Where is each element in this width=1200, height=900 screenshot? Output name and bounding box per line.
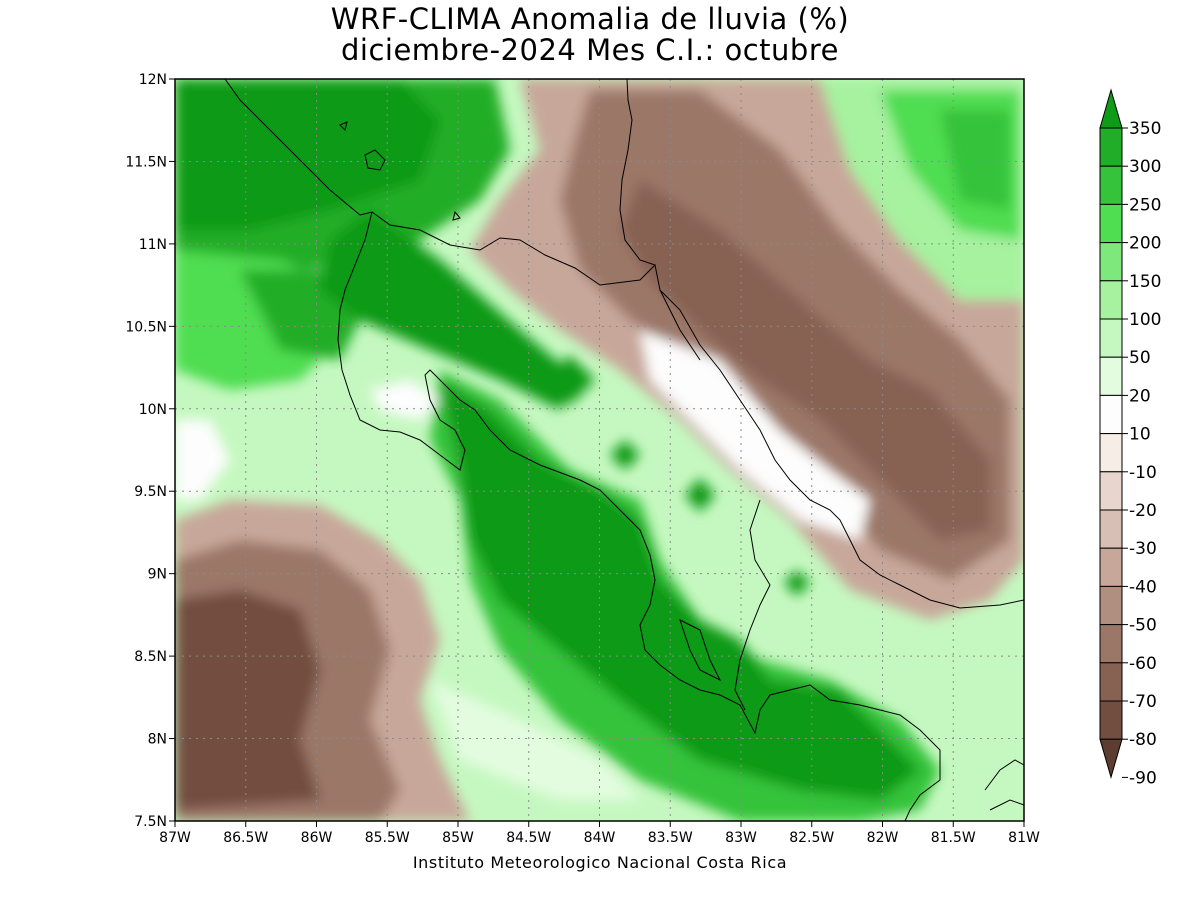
coastlines xyxy=(224,78,1025,822)
colorbar-label: -40 xyxy=(1129,577,1157,597)
colorbar: 350 300 250 200 150 100 50 20 10 -10 -20 -30 -40 -50 -… xyxy=(1099,88,1161,788)
x-tick-label: 82W xyxy=(867,830,899,846)
colorbar-swatch xyxy=(1099,624,1123,664)
colorbar-label: 150 xyxy=(1129,272,1161,292)
y-axis: 7.5N 8N 8.5N 9N 9.5N 10N 10.5N 11N 11.5N 12N xyxy=(125,72,175,830)
y-tick-label: 9N xyxy=(148,567,167,583)
colorbar-label: -60 xyxy=(1129,654,1157,674)
y-tick-label: 8N xyxy=(148,732,167,748)
colorbar-swatch xyxy=(1099,127,1123,167)
colorbar-swatch xyxy=(1099,471,1123,511)
credit-text: Instituto Meteorologico Nacional Costa R… xyxy=(412,853,788,872)
y-tick-label: 11N xyxy=(139,237,167,253)
chart-title: WRF-CLIMA Anomalia de lluvia (%) xyxy=(330,2,850,36)
y-tick-label: 10N xyxy=(139,402,167,418)
colorbar-swatch xyxy=(1099,433,1123,473)
colorbar-label: 200 xyxy=(1129,234,1161,254)
x-tick-label: 84W xyxy=(584,830,616,846)
colorbar-bottom-arrow xyxy=(1099,738,1123,779)
y-tick-label: 10.5N xyxy=(125,319,167,335)
x-tick-label: 85.5W xyxy=(365,830,410,846)
colorbar-label: 50 xyxy=(1129,348,1151,368)
y-tick-label: 12N xyxy=(139,72,167,88)
colorbar-label: 10 xyxy=(1129,425,1151,445)
x-tick-label: 81W xyxy=(1008,830,1040,846)
x-tick-label: 85W xyxy=(442,830,474,846)
y-tick-label: 7.5N xyxy=(134,814,167,830)
colorbar-label: -50 xyxy=(1129,616,1157,636)
colorbar-label: 250 xyxy=(1129,195,1161,215)
x-tick-label: 87W xyxy=(159,830,191,846)
colorbar-swatch xyxy=(1099,203,1123,244)
y-tick-label: 8.5N xyxy=(134,649,167,665)
colorbar-label: -80 xyxy=(1129,730,1157,750)
graticule xyxy=(175,79,1024,821)
x-tick-label: 82.5W xyxy=(789,830,834,846)
colorbar-swatch xyxy=(1099,356,1123,396)
colorbar-label: -20 xyxy=(1129,501,1157,521)
colorbar-swatch xyxy=(1099,509,1123,549)
x-tick-label: 83W xyxy=(725,830,757,846)
colorbar-label: 20 xyxy=(1129,386,1151,406)
x-tick-label: 83.5W xyxy=(648,830,693,846)
colorbar-swatch xyxy=(1099,547,1123,587)
colorbar-swatch xyxy=(1099,585,1123,626)
x-axis: 87W 86.5W 86W 85.5W 85W 84.5W 84W 83.5W 83W 82.5W… xyxy=(159,821,1040,846)
colorbar-swatch xyxy=(1099,700,1123,740)
x-tick-label: 86.5W xyxy=(223,830,268,846)
colorbar-label: 300 xyxy=(1129,157,1161,177)
y-tick-label: 9.5N xyxy=(134,484,167,500)
colorbar-swatch xyxy=(1099,242,1123,282)
x-tick-label: 81.5W xyxy=(931,830,976,846)
colorbar-top-arrow xyxy=(1099,88,1123,129)
colorbar-swatch xyxy=(1099,165,1123,205)
colorbar-label: -70 xyxy=(1129,692,1157,712)
x-tick-label: 84.5W xyxy=(506,830,551,846)
colorbar-label: -90 xyxy=(1129,768,1157,788)
colorbar-label: -10 xyxy=(1129,463,1157,483)
colorbar-label: 350 xyxy=(1129,119,1161,139)
colorbar-swatch xyxy=(1099,394,1123,435)
colorbar-swatch xyxy=(1099,280,1123,320)
colorbar-swatch xyxy=(1099,662,1123,702)
x-tick-label: 86W xyxy=(301,830,333,846)
chart-subtitle: diciembre-2024 Mes C.I.: octubre xyxy=(341,33,839,67)
y-tick-label: 11.5N xyxy=(125,154,167,170)
colorbar-swatch xyxy=(1099,318,1123,358)
colorbar-label: 100 xyxy=(1129,310,1161,330)
colorbar-label: -30 xyxy=(1129,539,1157,559)
